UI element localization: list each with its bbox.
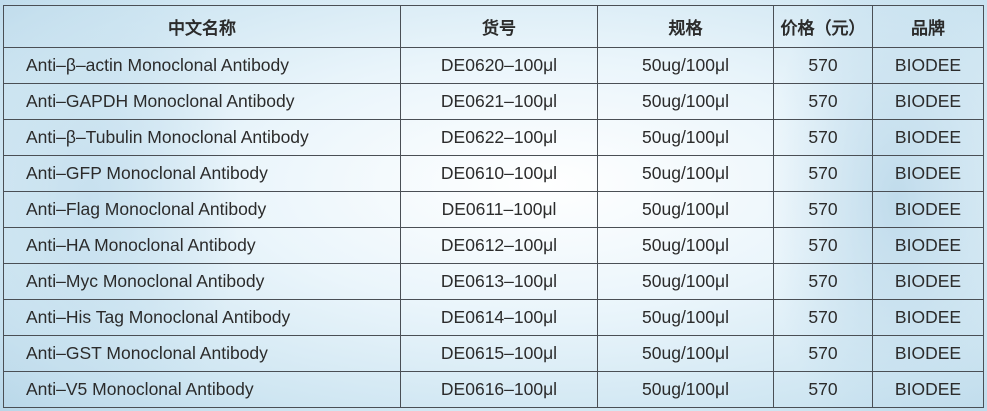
- brand-cell: BIODEE: [872, 299, 984, 336]
- table-row: Anti–Flag Monoclonal Antibody DE0611–100μ…: [3, 191, 984, 228]
- catalog-number-cell: DE0616–100μl: [400, 371, 598, 408]
- catalog-number-cell: DE0610–100μl: [400, 155, 598, 192]
- product-table: 中文名称 货号 规格 价格（元） 品牌 Anti–β–actin Monoclonal …: [3, 5, 984, 408]
- catalog-number-cell: DE0611–100μl: [400, 191, 598, 228]
- catalog-number-cell: DE0612–100μl: [400, 227, 598, 264]
- product-name-cell: Anti–Myc Monoclonal Antibody: [3, 263, 401, 300]
- table-row: Anti–β–Tubulin Monoclonal Antibody DE0622…: [3, 119, 984, 156]
- spec-cell: 50ug/100μl: [597, 263, 774, 300]
- header-name: 中文名称: [3, 5, 401, 48]
- table-row: Anti–Myc Monoclonal Antibody DE0613–100μl…: [3, 263, 984, 300]
- table-row: Anti–His Tag Monoclonal Antibody DE0614–1…: [3, 299, 984, 336]
- spec-cell: 50ug/100μl: [597, 191, 774, 228]
- table-row: Anti–GST Monoclonal Antibody DE0615–100μl…: [3, 335, 984, 372]
- header-brand: 品牌: [872, 5, 984, 48]
- spec-cell: 50ug/100μl: [597, 299, 774, 336]
- brand-cell: BIODEE: [872, 263, 984, 300]
- header-price: 价格（元）: [773, 5, 873, 48]
- header-row: 中文名称 货号 规格 价格（元） 品牌: [3, 5, 984, 48]
- spec-cell: 50ug/100μl: [597, 119, 774, 156]
- price-cell: 570: [773, 47, 873, 84]
- brand-cell: BIODEE: [872, 119, 984, 156]
- product-name-cell: Anti–β–actin Monoclonal Antibody: [3, 47, 401, 84]
- product-name-cell: Anti–GAPDH Monoclonal Antibody: [3, 83, 401, 120]
- product-name-cell: Anti–HA Monoclonal Antibody: [3, 227, 401, 264]
- price-cell: 570: [773, 119, 873, 156]
- table-row: Anti–GFP Monoclonal Antibody DE0610–100μl…: [3, 155, 984, 192]
- catalog-number-cell: DE0614–100μl: [400, 299, 598, 336]
- price-cell: 570: [773, 371, 873, 408]
- brand-cell: BIODEE: [872, 227, 984, 264]
- catalog-number-cell: DE0622–100μl: [400, 119, 598, 156]
- catalog-number-cell: DE0621–100μl: [400, 83, 598, 120]
- product-name-cell: Anti–GST Monoclonal Antibody: [3, 335, 401, 372]
- product-name-cell: Anti–GFP Monoclonal Antibody: [3, 155, 401, 192]
- spec-cell: 50ug/100μl: [597, 371, 774, 408]
- catalog-number-cell: DE0620–100μl: [400, 47, 598, 84]
- header-catalog-number: 货号: [400, 5, 598, 48]
- spec-cell: 50ug/100μl: [597, 227, 774, 264]
- price-cell: 570: [773, 335, 873, 372]
- price-cell: 570: [773, 155, 873, 192]
- catalog-number-cell: DE0613–100μl: [400, 263, 598, 300]
- product-name-cell: Anti–V5 Monoclonal Antibody: [3, 371, 401, 408]
- table-row: Anti–GAPDH Monoclonal Antibody DE0621–100…: [3, 83, 984, 120]
- brand-cell: BIODEE: [872, 191, 984, 228]
- brand-cell: BIODEE: [872, 371, 984, 408]
- price-cell: 570: [773, 263, 873, 300]
- table-row: Anti–β–actin Monoclonal Antibody DE0620–1…: [3, 47, 984, 84]
- header-spec: 规格: [597, 5, 774, 48]
- price-cell: 570: [773, 227, 873, 264]
- spec-cell: 50ug/100μl: [597, 335, 774, 372]
- table-row: Anti–V5 Monoclonal Antibody DE0616–100μl 5…: [3, 371, 984, 408]
- product-name-cell: Anti–Flag Monoclonal Antibody: [3, 191, 401, 228]
- spec-cell: 50ug/100μl: [597, 47, 774, 84]
- product-name-cell: Anti–His Tag Monoclonal Antibody: [3, 299, 401, 336]
- price-cell: 570: [773, 299, 873, 336]
- brand-cell: BIODEE: [872, 83, 984, 120]
- price-cell: 570: [773, 83, 873, 120]
- catalog-number-cell: DE0615–100μl: [400, 335, 598, 372]
- brand-cell: BIODEE: [872, 335, 984, 372]
- brand-cell: BIODEE: [872, 47, 984, 84]
- spec-cell: 50ug/100μl: [597, 83, 774, 120]
- spec-cell: 50ug/100μl: [597, 155, 774, 192]
- product-name-cell: Anti–β–Tubulin Monoclonal Antibody: [3, 119, 401, 156]
- price-cell: 570: [773, 191, 873, 228]
- brand-cell: BIODEE: [872, 155, 984, 192]
- table-row: Anti–HA Monoclonal Antibody DE0612–100μl 5…: [3, 227, 984, 264]
